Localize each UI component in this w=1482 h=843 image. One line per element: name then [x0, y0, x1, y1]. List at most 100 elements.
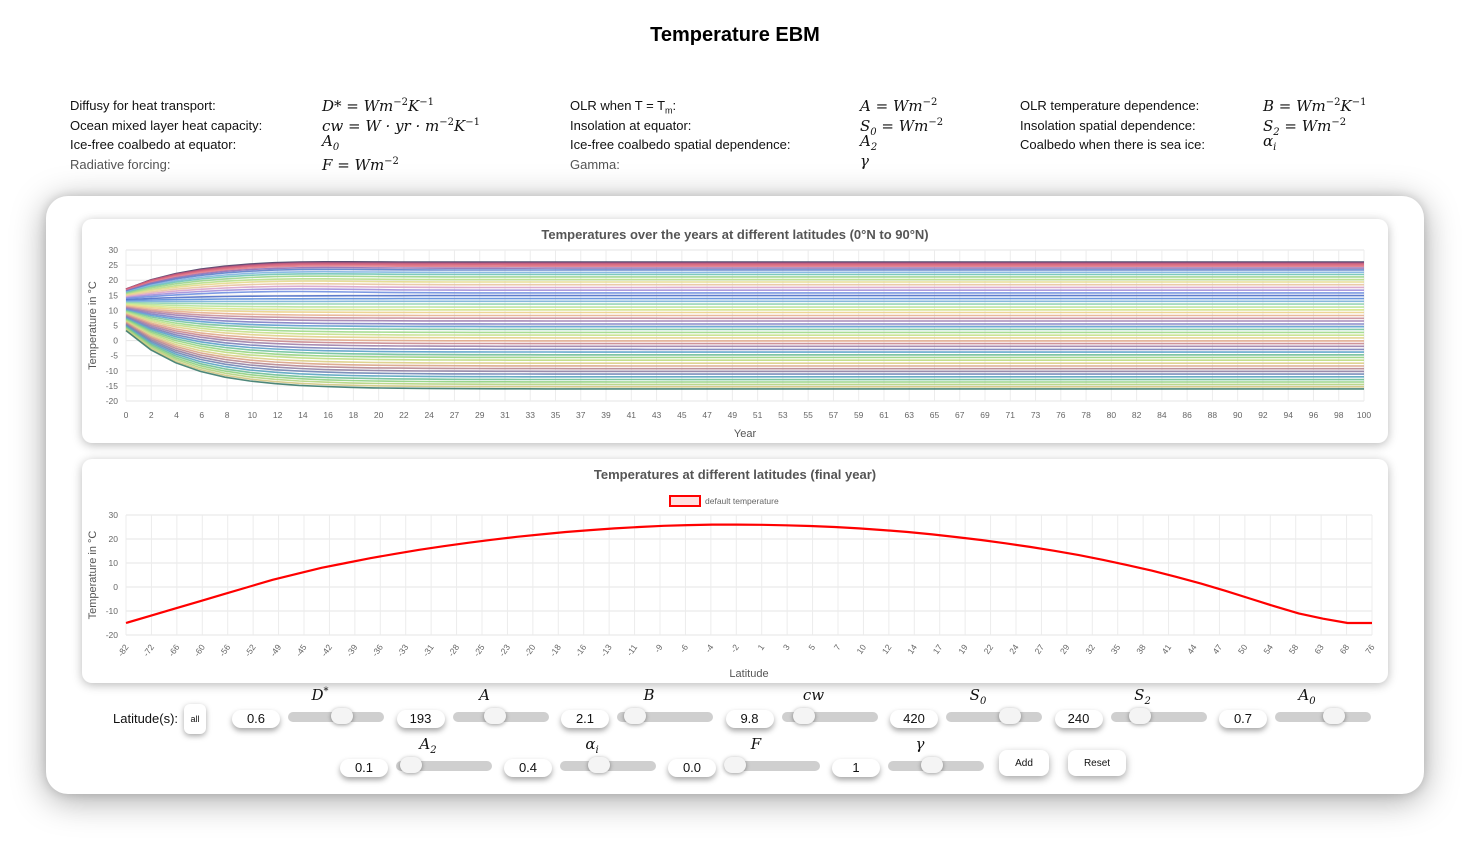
x-tick-label: 14 — [905, 642, 919, 656]
series-line — [125, 324, 1364, 375]
x-tick-label: 94 — [1283, 410, 1293, 420]
x-tick-label: 10 — [854, 642, 868, 656]
y-tick-label: -20 — [106, 396, 119, 406]
slider-handle[interactable] — [1129, 708, 1151, 724]
series-line — [125, 320, 1364, 364]
x-tick-label: -28 — [446, 642, 461, 658]
definition-label: Coalbedo when there is sea ice: — [1020, 137, 1206, 152]
x-tick-label: 63 — [1312, 642, 1326, 656]
x-tick-label: 61 — [879, 410, 889, 420]
x-tick-label: 54 — [1261, 642, 1275, 656]
slider-handle[interactable] — [724, 757, 746, 773]
x-tick-label: 47 — [702, 410, 712, 420]
series-line — [125, 319, 1364, 361]
series-line — [125, 290, 1364, 300]
slider-handle[interactable] — [624, 708, 647, 724]
y-tick-label: -10 — [106, 366, 119, 376]
series-line — [125, 313, 1364, 342]
x-tick-label: -72 — [141, 642, 156, 658]
slider-handle[interactable] — [999, 708, 1022, 724]
series-line — [125, 280, 1364, 296]
param-slider[interactable] — [396, 757, 492, 773]
x-tick-label: 14 — [298, 410, 308, 420]
param-symbol: B — [643, 686, 655, 704]
param-value-field[interactable]: 420 — [890, 710, 938, 728]
series-line — [125, 262, 1364, 290]
param-slider[interactable] — [288, 708, 384, 724]
param-value-field[interactable]: 0.1 — [340, 759, 388, 777]
param-value-field[interactable]: 0.0 — [668, 759, 716, 777]
param-slider[interactable] — [724, 757, 820, 773]
series-line — [125, 270, 1364, 293]
param-slider[interactable] — [1275, 708, 1371, 724]
definition-label: Gamma: — [570, 156, 620, 172]
param-slider[interactable] — [888, 757, 984, 773]
definition-label: Diffusy for heat transport: — [70, 98, 216, 113]
y-tick-label: 15 — [109, 290, 119, 300]
series-line — [125, 325, 1364, 378]
x-tick-label: 98 — [1334, 410, 1344, 420]
series-line — [125, 303, 1364, 311]
series-line — [125, 321, 1364, 367]
param-slider[interactable] — [560, 757, 656, 773]
series-line — [125, 307, 1364, 322]
param-value-field[interactable]: 9.8 — [725, 710, 774, 728]
x-tick-label: 12 — [880, 642, 894, 656]
slider-handle[interactable] — [588, 757, 611, 773]
x-tick-label: -33 — [395, 642, 410, 658]
x-tick-label: 53 — [778, 410, 788, 420]
param-value-field[interactable]: 2.1 — [561, 710, 609, 728]
x-tick-label: -23 — [497, 642, 512, 658]
x-tick-label: 45 — [677, 410, 687, 420]
x-tick-label: 44 — [1185, 642, 1199, 656]
latitude-all-button[interactable]: all — [184, 704, 206, 734]
x-tick-label: -82 — [115, 642, 130, 658]
param-slider[interactable] — [617, 708, 713, 724]
param-slider[interactable] — [781, 708, 878, 724]
series-line — [125, 312, 1364, 339]
parameter-controls: Latitude(s): all Add Reset D* 0.6 A 193 B 2.1… — [46, 196, 1424, 794]
slider-handle[interactable] — [399, 757, 422, 773]
slider-handle[interactable] — [483, 708, 506, 724]
x-tick-label: 71 — [1006, 410, 1016, 420]
param-value-field[interactable]: 1 — [832, 759, 880, 777]
series-line — [125, 261, 1364, 290]
param-symbol: αi — [585, 735, 599, 756]
series-line — [125, 306, 1364, 320]
param-value-field[interactable]: 240 — [1054, 710, 1103, 728]
x-tick-label: 96 — [1309, 410, 1319, 420]
x-tick-label: -6 — [678, 642, 691, 654]
x-tick-label: -2 — [728, 642, 741, 654]
x-tick-label: 32 — [1083, 642, 1097, 656]
series-line — [125, 309, 1364, 331]
slider-handle[interactable] — [1323, 708, 1346, 724]
param-symbol: F — [750, 735, 762, 753]
param-slider[interactable] — [452, 708, 549, 724]
add-button[interactable]: Add — [999, 750, 1049, 776]
definition-symbol: A = Wm−2 — [860, 97, 938, 115]
param-value-field[interactable]: 0.7 — [1219, 710, 1267, 728]
param-value-field[interactable]: 0.6 — [232, 710, 280, 728]
x-tick-label: 22 — [982, 642, 996, 656]
series-line — [125, 266, 1364, 292]
x-tick-label: 100 — [1357, 410, 1371, 420]
series-line — [125, 326, 1364, 381]
x-tick-label: 24 — [1007, 642, 1021, 656]
y-tick-label: 5 — [113, 321, 118, 331]
definition-label: Radiative forcing: — [70, 156, 171, 172]
series-line — [125, 288, 1364, 299]
param-value-field[interactable]: 193 — [396, 710, 445, 728]
series-line — [125, 328, 1364, 386]
param-value-field[interactable]: 0.4 — [504, 759, 552, 777]
definition-symbol: S0 = Wm−2 — [860, 116, 944, 138]
x-axis-label: Latitude — [729, 668, 768, 680]
series-line — [125, 329, 1364, 388]
param-slider[interactable] — [1110, 708, 1207, 724]
slider-handle[interactable] — [792, 708, 815, 724]
x-tick-label: 4 — [174, 410, 179, 420]
y-tick-label: -5 — [110, 351, 118, 361]
slider-handle[interactable] — [330, 708, 353, 724]
slider-handle[interactable] — [921, 757, 944, 773]
reset-button[interactable]: Reset — [1068, 750, 1126, 776]
param-slider[interactable] — [946, 708, 1042, 724]
